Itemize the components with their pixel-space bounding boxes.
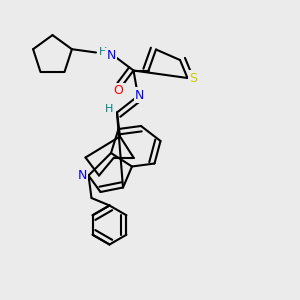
Text: O: O: [114, 84, 123, 98]
Text: N: N: [106, 49, 116, 62]
Text: N: N: [78, 169, 87, 182]
Text: H: H: [105, 104, 114, 114]
Text: H: H: [99, 46, 108, 57]
Text: N: N: [135, 88, 144, 102]
Text: S: S: [189, 71, 197, 85]
